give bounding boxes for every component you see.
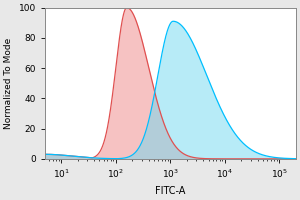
- X-axis label: FITC-A: FITC-A: [155, 186, 186, 196]
- Y-axis label: Normalized To Mode: Normalized To Mode: [4, 38, 13, 129]
